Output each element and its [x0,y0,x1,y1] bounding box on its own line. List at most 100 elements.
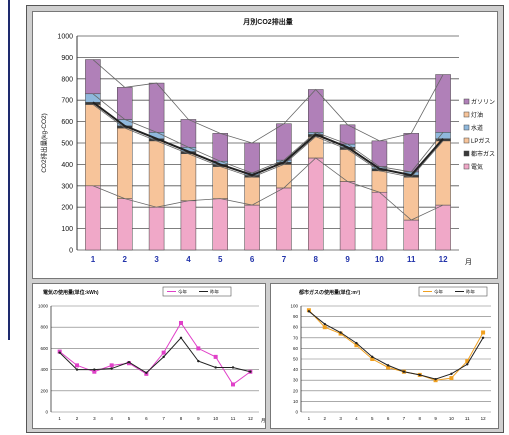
bar-segment [403,133,419,173]
x-tick-label: 5 [218,255,223,264]
y-tick-label: 300 [61,183,73,190]
bar-segment [276,123,292,161]
bar-segment [148,82,165,133]
bar-segment [180,153,197,202]
window-edge-line [8,0,10,340]
bar-segment [180,119,197,148]
data-point [354,343,359,348]
electricity-usage-chart-panel: 電気の使用量(単位:kWh) 今年 昨年 0 200 400 600 800 1000 1 2 3 4 5… [32,283,266,429]
x-tick-label: 9 [197,416,200,421]
x-tick-label: 2 [123,255,128,264]
data-point [75,368,79,371]
bar-segment [85,59,101,95]
chart-title: 都市ガスの使用量(単位:m³) [298,289,360,296]
y-tick-label: 700 [61,98,73,105]
bar-segment [371,191,388,251]
y-tick-label: 600 [61,119,73,126]
legend-label: 電気 [471,163,483,171]
data-point [370,357,375,361]
x-tick-label: 3 [339,416,342,421]
bar-segment [117,198,133,251]
x-tick-label: 11 [231,416,236,421]
legend-swatch [463,163,470,170]
data-point [93,368,96,371]
series-line [308,309,484,381]
bar-segment [403,176,419,221]
y-axis-title: CO2排出量(kg-CO2) [39,113,48,173]
y-tick-label: 40 [293,367,299,372]
bar-segment [148,140,165,208]
data-point [179,320,183,325]
x-tick-label: 3 [93,416,96,421]
x-tick-label: 6 [145,416,148,421]
x-tick-label: 11 [465,416,470,421]
series-line [59,322,251,386]
x-tick-label: 2 [76,416,79,421]
bar-segment [435,140,451,206]
data-point [162,355,165,359]
series-line [59,337,251,374]
x-tick-label: 8 [418,416,421,421]
city-gas-usage-chart: 都市ガスの使用量(単位:m³) 今年 昨年 0 10 20 30 40 50 60 70 80 90 10… [290,286,491,421]
x-tick-label: 7 [282,255,287,264]
series-connector-line [92,157,444,221]
data-point [466,363,469,366]
data-point [355,341,358,345]
bar-segment [180,200,197,251]
x-tick-label: 10 [375,255,384,264]
bar-segment [212,133,228,162]
x-tick-label: 1 [308,416,311,421]
legend-box [162,286,232,297]
y-tick-label: 80 [293,325,299,330]
x-tick-label: 2 [323,416,326,421]
x-tick-label: 8 [314,255,319,264]
x-tick-label: 5 [128,416,131,421]
x-tick-label: 6 [387,416,390,421]
x-axis-unit: 月 [261,418,266,424]
data-point [339,331,342,334]
data-point [450,372,453,376]
data-point [481,330,486,335]
data-point [371,355,374,359]
y-tick-label: 400 [61,162,73,169]
x-tick-label: 9 [434,416,437,421]
y-tick-label: 0 [69,248,73,255]
x-tick-label: 5 [371,416,374,421]
x-tick-label: 6 [250,255,255,264]
data-point [110,367,113,370]
legend-label: 今年 [434,289,443,296]
bar-segment [339,181,356,251]
bar-segment [435,74,451,133]
data-point [465,359,470,364]
data-point [58,351,61,354]
y-tick-label: 90 [293,314,299,319]
legend-label: 昨年 [210,289,219,296]
y-tick-label: 900 [61,55,73,62]
legend-swatch [463,111,470,118]
bar-segment [85,185,101,251]
y-tick-label: 60 [293,346,299,351]
data-point [322,325,327,330]
legend-swatch [463,124,470,131]
series-line [308,310,484,380]
chart-title: 電気の使用量(単位:kWh) [43,289,99,296]
data-point [386,365,391,370]
data-point [481,336,485,339]
x-tick-label: 7 [162,416,165,421]
bar-segment [244,142,260,174]
y-tick-label: 600 [40,346,48,351]
data-point [231,382,235,387]
data-point [386,364,390,367]
x-tick-label: 4 [355,416,358,421]
legend-label: ガソリン [471,98,495,106]
data-point [161,350,166,355]
bar-segment [308,157,324,251]
data-point [434,377,437,381]
monthly-co2-chart: 月別CO2排出量 0 100 200 300 400 500 600 700 800 900 1000… [39,17,495,266]
bar-segment [244,176,260,206]
y-tick-label: 400 [40,367,48,372]
y-tick-label: 800 [61,76,73,83]
data-point [449,376,454,381]
y-tick-label: 20 [293,388,299,393]
